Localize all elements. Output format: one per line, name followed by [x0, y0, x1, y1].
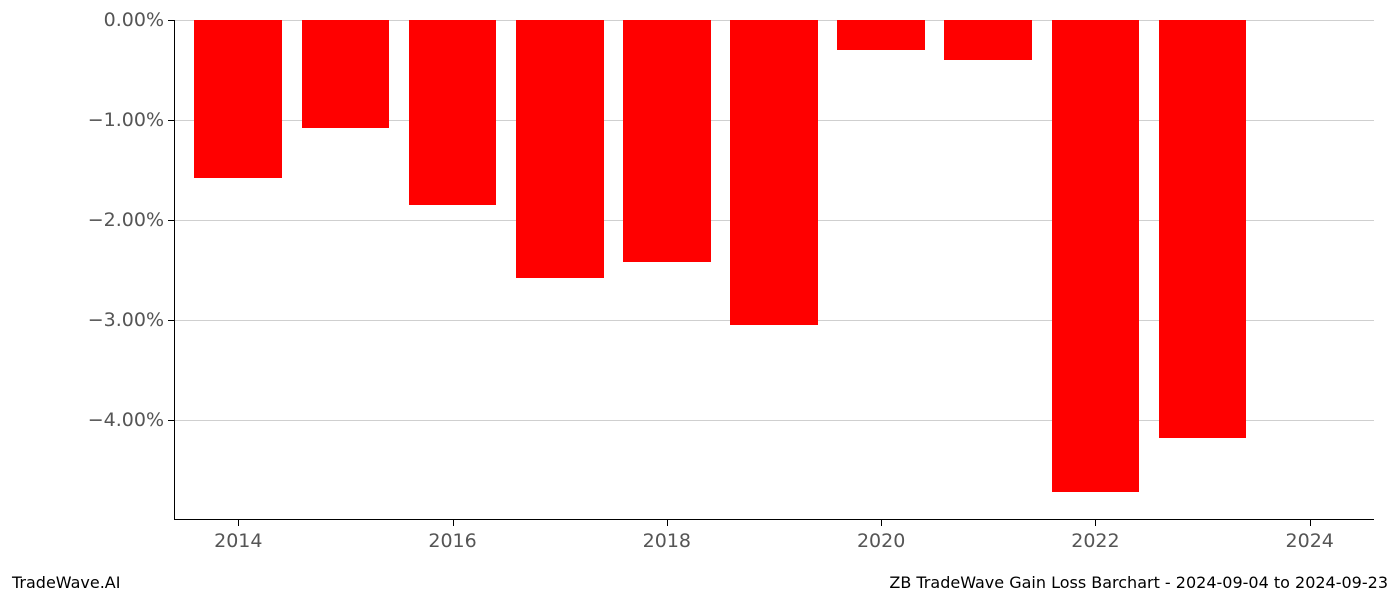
ytick-label: −3.00%	[88, 309, 164, 331]
bar	[409, 20, 497, 205]
plot-border-bottom	[174, 519, 1374, 520]
ytick-label: −4.00%	[88, 409, 164, 431]
bar	[1052, 20, 1140, 492]
ytick-mark	[168, 120, 174, 121]
xtick-label: 2020	[857, 530, 905, 552]
ytick-label: −1.00%	[88, 109, 164, 131]
footer-left-text: TradeWave.AI	[12, 573, 120, 592]
ytick-mark	[168, 320, 174, 321]
xtick-label: 2024	[1286, 530, 1334, 552]
ytick-mark	[168, 20, 174, 21]
xtick-mark	[667, 520, 668, 526]
ytick-mark	[168, 420, 174, 421]
plot-area	[174, 20, 1374, 520]
xtick-mark	[238, 520, 239, 526]
bar	[302, 20, 390, 128]
bar	[194, 20, 282, 178]
ytick-label: 0.00%	[104, 9, 164, 31]
chart-container: 0.00% −1.00% −2.00% −3.00% −4.00% 2014 2016 20…	[0, 0, 1400, 600]
plot-border-left	[174, 20, 175, 520]
bar	[837, 20, 925, 50]
bar	[730, 20, 818, 325]
xtick-mark	[453, 520, 454, 526]
bar	[944, 20, 1032, 60]
xtick-mark	[1095, 520, 1096, 526]
ytick-label: −2.00%	[88, 209, 164, 231]
bar	[1159, 20, 1247, 438]
xtick-mark	[881, 520, 882, 526]
bar	[516, 20, 604, 278]
xtick-mark	[1310, 520, 1311, 526]
xtick-label: 2022	[1071, 530, 1119, 552]
xtick-label: 2014	[214, 530, 262, 552]
xtick-label: 2018	[643, 530, 691, 552]
xtick-label: 2016	[428, 530, 476, 552]
bar	[623, 20, 711, 262]
footer-right-text: ZB TradeWave Gain Loss Barchart - 2024-0…	[889, 573, 1388, 592]
ytick-mark	[168, 220, 174, 221]
